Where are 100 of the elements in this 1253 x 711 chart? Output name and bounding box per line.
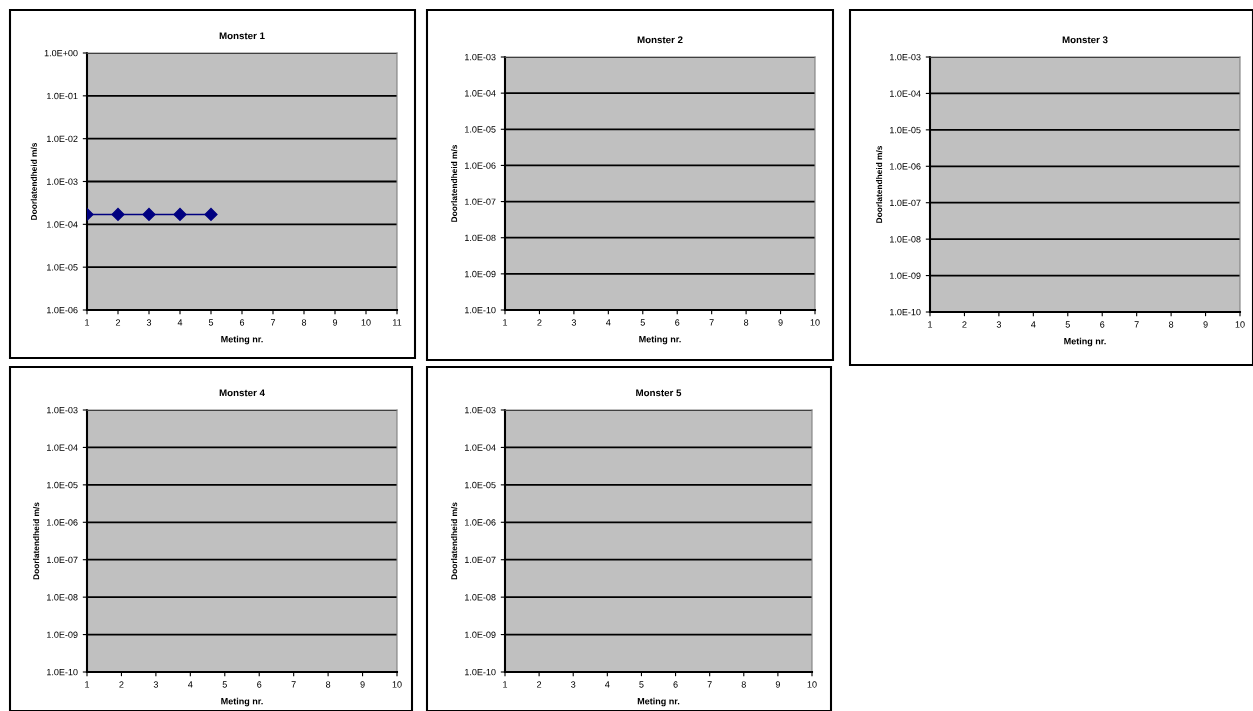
x-tick-label: 1 [85, 319, 90, 326]
x-tick-label: 1 [928, 321, 933, 328]
y-tick-label: 1.0E-04 [47, 444, 78, 451]
y-tick-label: 1.0E-05 [465, 481, 496, 489]
y-tick-label: 1.0E+00 [44, 49, 78, 57]
y-axis-title: Doorlatendheid m/s [876, 145, 883, 223]
y-tick-label: 1.0E-04 [465, 90, 496, 97]
x-tick-label: 4 [606, 319, 611, 326]
y-tick-label: 1.0E-09 [465, 270, 496, 278]
x-tick-label: 6 [257, 681, 262, 688]
x-tick-label: 5 [1065, 321, 1070, 328]
y-tick-label: 1.0E-08 [890, 236, 921, 243]
y-tick-label: 1.0E-08 [465, 594, 496, 601]
y-tick-label: 1.0E-04 [47, 221, 78, 228]
x-axis-title: Meting nr. [639, 335, 681, 345]
x-tick-label: 7 [291, 681, 296, 688]
x-tick-label: 7 [1134, 321, 1139, 328]
y-tick-label: 1.0E-06 [465, 519, 496, 526]
x-tick-label: 3 [571, 319, 576, 326]
x-tick-label: 6 [675, 319, 680, 326]
x-tick-label: 1 [503, 681, 508, 688]
x-tick-label: 5 [222, 681, 227, 688]
y-tick-label: 1.0E-04 [465, 444, 496, 451]
x-tick-label: 2 [119, 681, 124, 688]
y-axis-title: Doorlatendheid m/s [33, 502, 40, 580]
x-axis-title: Meting nr. [637, 697, 680, 707]
x-tick-label: 1 [503, 319, 508, 326]
x-tick-label: 4 [188, 681, 193, 688]
x-tick-label: 7 [707, 681, 712, 688]
x-tick-label: 2 [537, 681, 542, 688]
y-tick-label: 1.0E-10 [465, 306, 496, 314]
y-tick-label: 1.0E-10 [890, 308, 921, 316]
x-tick-label: 4 [177, 319, 183, 326]
y-tick-label: 1.0E-06 [465, 162, 496, 169]
y-tick-label: 1.0E-05 [47, 264, 78, 271]
x-axis-title: Meting nr. [221, 335, 263, 345]
y-tick-label: 1.0E-01 [47, 92, 78, 100]
x-tick-label: 6 [239, 319, 245, 326]
x-tick-label: 10 [810, 319, 820, 326]
x-tick-label: 8 [325, 681, 331, 688]
y-tick-label: 1.0E-10 [465, 668, 496, 676]
y-tick-label: 1.0E-02 [47, 135, 78, 143]
y-tick-label: 1.0E-10 [47, 668, 78, 676]
y-tick-label: 1.0E-03 [465, 53, 496, 61]
y-axis-title: Doorlatendheid m/s [30, 142, 37, 220]
x-tick-label: 3 [571, 681, 576, 688]
y-tick-label: 1.0E-07 [465, 198, 496, 205]
x-tick-label: 7 [270, 319, 276, 326]
chart-title: Monster 2 [637, 36, 683, 44]
y-tick-label: 1.0E-05 [890, 126, 921, 134]
x-tick-label: 4 [605, 681, 610, 688]
x-tick-label: 2 [115, 319, 121, 326]
y-tick-label: 1.0E-06 [890, 163, 921, 170]
y-tick-label: 1.0E-09 [47, 631, 78, 638]
y-tick-label: 1.0E-03 [890, 53, 921, 61]
y-tick-label: 1.0E-07 [465, 556, 496, 564]
x-tick-label: 8 [741, 681, 746, 688]
x-tick-label: 1 [85, 681, 90, 688]
x-tick-label: 9 [360, 681, 365, 688]
x-tick-label: 2 [962, 321, 967, 328]
x-tick-label: 10 [361, 319, 371, 326]
x-tick-label: 6 [673, 681, 678, 688]
y-tick-label: 1.0E-07 [47, 556, 78, 564]
y-tick-label: 1.0E-03 [47, 406, 78, 414]
x-tick-label: 10 [1235, 321, 1245, 328]
x-tick-label: 5 [208, 319, 214, 326]
x-tick-label: 9 [332, 319, 338, 326]
y-tick-label: 1.0E-08 [47, 594, 78, 601]
x-tick-label: 4 [1031, 321, 1036, 328]
y-tick-label: 1.0E-09 [890, 272, 921, 279]
y-axis-title: Doorlatendheid m/s [451, 502, 458, 580]
x-tick-label: 9 [1203, 321, 1208, 328]
chart-title: Monster 4 [219, 389, 265, 397]
chart-title: Monster 1 [219, 32, 265, 40]
x-tick-label: 8 [301, 319, 307, 326]
y-tick-label: 1.0E-05 [47, 481, 78, 489]
y-tick-label: 1.0E-05 [465, 126, 496, 133]
y-tick-label: 1.0E-07 [890, 199, 921, 207]
x-axis-title: Meting nr. [1064, 337, 1106, 347]
y-tick-label: 1.0E-09 [465, 631, 496, 638]
x-tick-label: 10 [392, 681, 402, 688]
x-tick-label: 9 [775, 681, 780, 688]
x-tick-label: 9 [778, 319, 783, 326]
x-tick-label: 10 [807, 681, 817, 688]
x-tick-label: 11 [393, 319, 402, 326]
x-axis-title: Meting nr. [221, 697, 263, 707]
x-tick-label: 3 [996, 321, 1001, 328]
x-tick-label: 5 [639, 681, 644, 688]
y-tick-label: 1.0E-03 [47, 178, 78, 185]
y-tick-label: 1.0E-08 [465, 234, 496, 242]
y-tick-label: 1.0E-04 [890, 90, 921, 97]
x-tick-label: 2 [537, 319, 542, 326]
x-tick-label: 3 [153, 681, 158, 688]
y-tick-label: 1.0E-06 [47, 519, 78, 526]
x-tick-label: 3 [146, 319, 152, 326]
x-tick-label: 7 [709, 319, 714, 326]
y-tick-label: 1.0E-03 [465, 406, 496, 414]
chart-title: Monster 5 [636, 389, 682, 397]
x-tick-label: 8 [1168, 321, 1174, 328]
x-tick-label: 5 [640, 319, 645, 326]
